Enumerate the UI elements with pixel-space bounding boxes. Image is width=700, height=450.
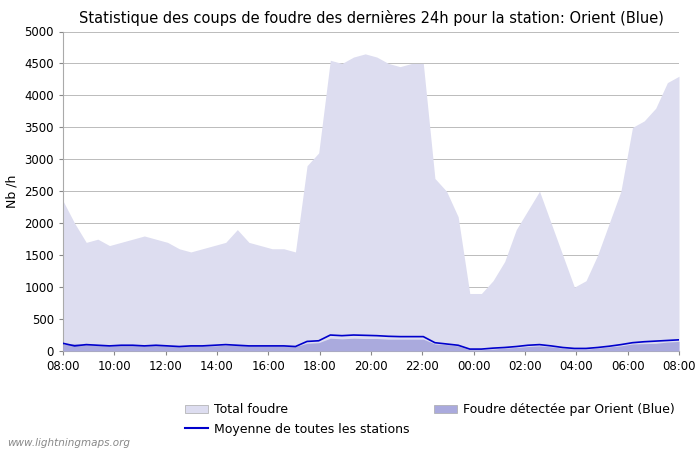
Title: Statistique des coups de foudre des dernières 24h pour la station: Orient (Blue): Statistique des coups de foudre des dern… xyxy=(78,10,664,26)
Y-axis label: Nb /h: Nb /h xyxy=(6,175,19,208)
Text: www.lightningmaps.org: www.lightningmaps.org xyxy=(7,438,130,448)
Legend: Total foudre, Moyenne de toutes les stations, Foudre détectée par Orient (Blue): Total foudre, Moyenne de toutes les stat… xyxy=(180,398,680,441)
